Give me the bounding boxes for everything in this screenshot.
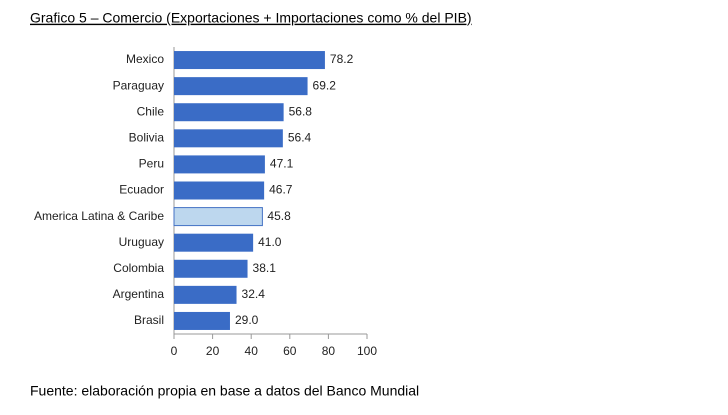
value-label: 38.1 — [253, 261, 277, 275]
y-tick-label: Brasil — [134, 313, 164, 327]
bar — [174, 77, 308, 96]
bar — [174, 233, 254, 252]
bar — [174, 311, 230, 330]
x-tick-label: 80 — [322, 344, 336, 358]
value-label: 47.1 — [270, 157, 294, 171]
value-label: 56.4 — [288, 130, 312, 144]
value-label: 78.2 — [330, 52, 354, 66]
y-tick-label: America Latina & Caribe — [34, 209, 164, 223]
y-tick-label: Ecuador — [119, 183, 164, 197]
bar — [174, 51, 325, 70]
y-tick-label: Uruguay — [119, 235, 164, 249]
value-label: 56.8 — [289, 104, 313, 118]
x-tick-label: 0 — [171, 344, 178, 358]
value-label: 69.2 — [313, 78, 337, 92]
x-tick-label: 100 — [357, 344, 377, 358]
bar — [174, 259, 248, 278]
bar — [174, 155, 265, 174]
x-tick-label: 60 — [283, 344, 297, 358]
bar — [174, 285, 237, 304]
bar — [174, 181, 265, 200]
bar — [173, 207, 263, 227]
y-tick-label: Mexico — [126, 52, 164, 66]
x-tick-label: 20 — [206, 344, 220, 358]
y-tick-label: Colombia — [113, 261, 164, 275]
y-tick-label: Bolivia — [129, 130, 165, 144]
value-label: 32.4 — [242, 287, 266, 301]
x-tick-label: 40 — [245, 344, 259, 358]
value-label: 41.0 — [258, 235, 282, 249]
y-tick-label: Paraguay — [113, 78, 164, 92]
value-label: 46.7 — [269, 183, 293, 197]
value-label: 29.0 — [235, 313, 259, 327]
source-note: Fuente: elaboración propia en base a dat… — [30, 383, 419, 399]
chart-title: Grafico 5 – Comercio (Exportaciones + Im… — [30, 10, 472, 26]
bar — [174, 103, 284, 122]
y-tick-label: Peru — [139, 157, 164, 171]
value-label: 45.8 — [267, 209, 291, 223]
y-tick-label: Argentina — [113, 287, 165, 301]
y-tick-label: Chile — [137, 104, 165, 118]
bar — [174, 129, 283, 148]
